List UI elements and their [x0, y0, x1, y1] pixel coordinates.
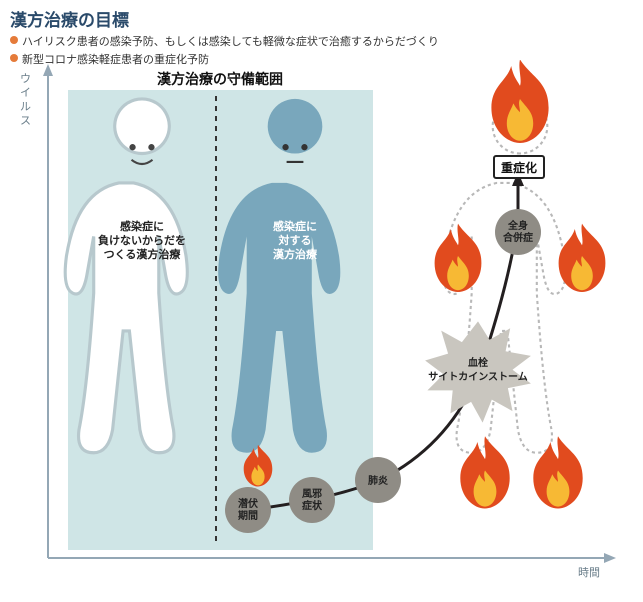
eye-icon: [148, 144, 154, 150]
stage-5: [495, 209, 541, 255]
stage-6-label: 重症化: [501, 160, 537, 175]
stage-2-label-b: 症状: [302, 499, 323, 512]
stage-1-label-b: 期間: [238, 509, 258, 522]
eye-icon: [301, 144, 307, 150]
bullet-1: ハイリスク患者の感染予防、もしくは感染しても軽微な症状で治癒するからだづくり: [10, 33, 633, 49]
white-label-1: 感染症に: [120, 219, 164, 233]
y-label-1: ウ: [20, 72, 31, 85]
chart-area: 漢方治療の守備範囲 ウ イ ル ス 時間 感染症に 負けないからだを つくる漢方…: [10, 60, 630, 590]
stage-4-label-b: サイトカインストーム: [428, 371, 528, 383]
page-title: 漢方治療の目標: [10, 6, 633, 31]
eye-icon: [129, 144, 135, 150]
bullet-1-text: ハイリスク患者の感染予防、もしくは感染しても軽微な症状で治癒するからだづくり: [22, 33, 439, 49]
stage-5-label-a: 全身: [507, 219, 528, 232]
y-label-2: イ: [20, 87, 31, 99]
y-arrow-icon: [43, 64, 53, 76]
x-label: 時間: [578, 566, 600, 579]
scope-label: 漢方治療の守備範囲: [157, 71, 283, 87]
eye-icon: [282, 144, 288, 150]
diagram-svg: 漢方治療の守備範囲 ウ イ ル ス 時間 感染症に 負けないからだを つくる漢方…: [10, 60, 630, 590]
stage-3-label: 肺炎: [368, 474, 388, 487]
blue-label-3: 漢方治療: [273, 247, 318, 261]
flame-head-icon: [491, 60, 548, 143]
blue-label-1: 感染症に: [273, 219, 317, 233]
white-label-2: 負けないからだを: [98, 233, 186, 247]
stage-2: [289, 477, 335, 523]
flame-arm-right-icon: [559, 224, 606, 292]
white-label-3: つくる漢方治療: [104, 247, 182, 261]
stage-2-label-a: 風邪: [302, 488, 322, 500]
flame-arm-left-icon: [435, 224, 482, 292]
stage-4-label-a: 血栓: [468, 356, 488, 369]
blue-label-2: 対する: [278, 233, 312, 247]
y-label-3: ル: [20, 101, 31, 113]
stage-1: [225, 487, 271, 533]
flame-leg-left-icon: [460, 436, 509, 508]
y-label-4: ス: [20, 115, 31, 127]
stage-1-label-a: 潜伏: [238, 497, 258, 510]
x-arrow-icon: [604, 553, 616, 563]
flame-leg-right-icon: [533, 436, 582, 508]
bullet-dot-icon: [10, 36, 18, 44]
stage-5-label-b: 合併症: [502, 231, 533, 244]
